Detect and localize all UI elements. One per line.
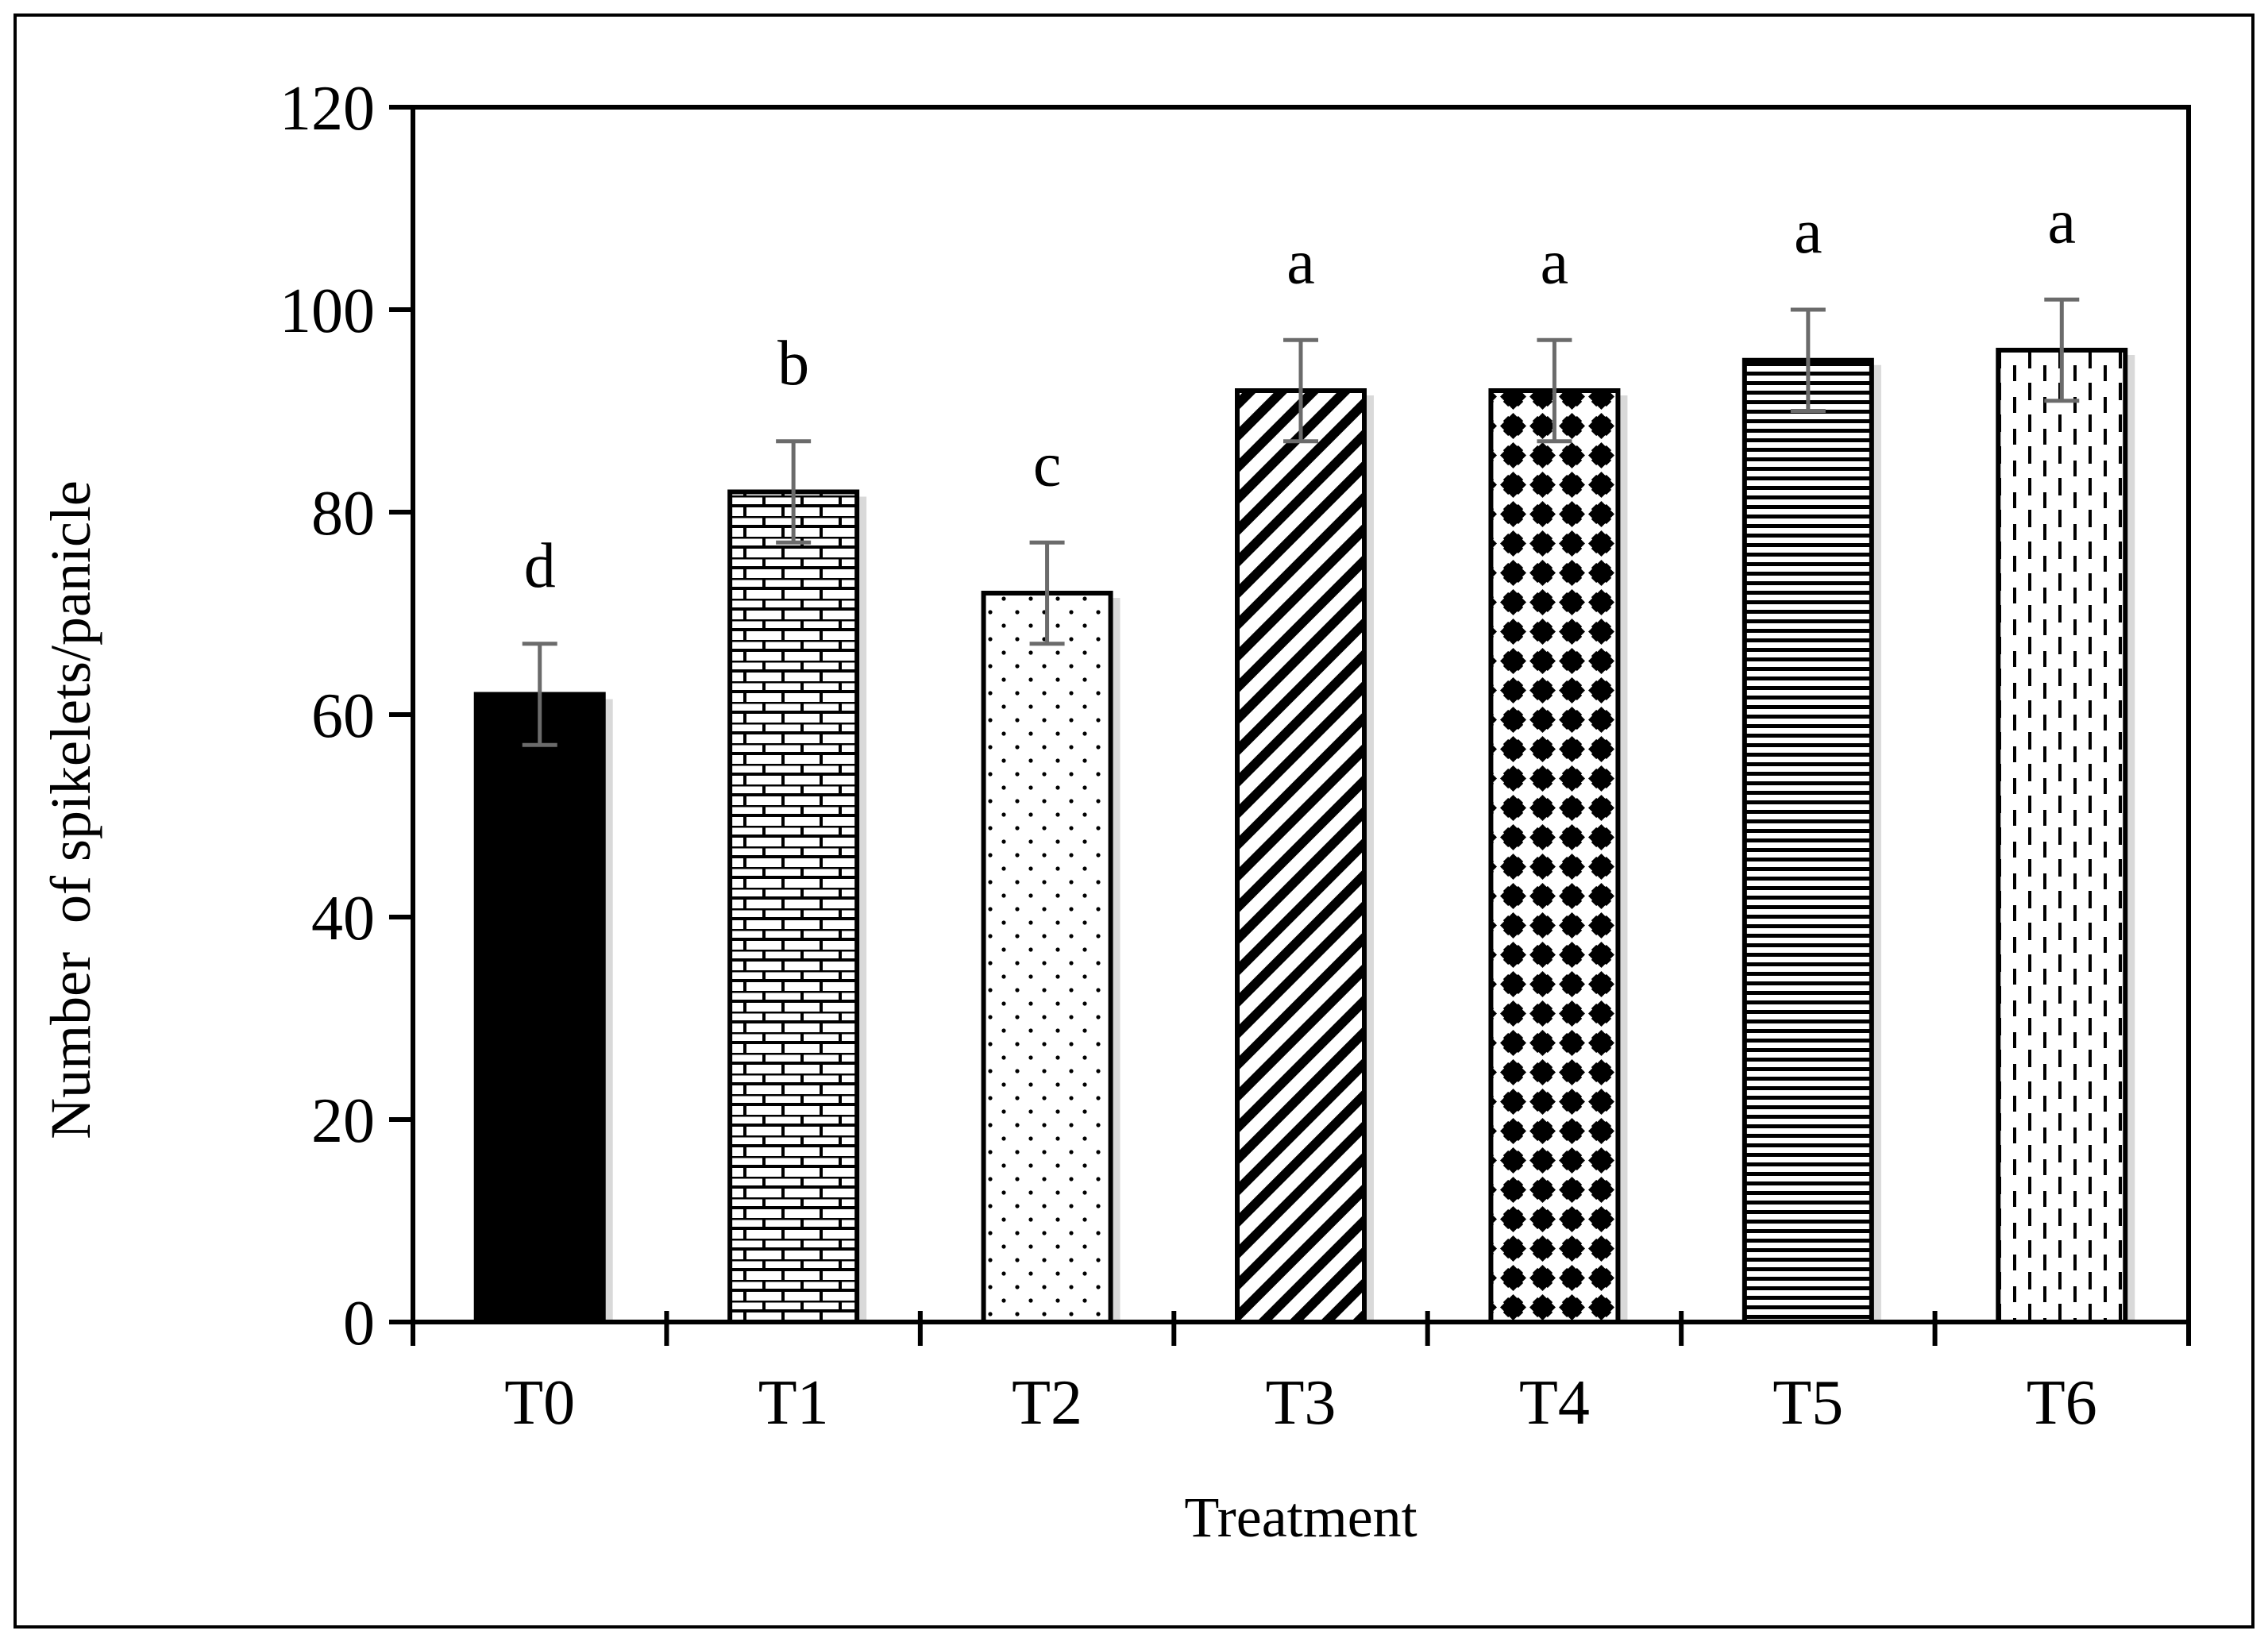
y-tick-label-20: 20 — [311, 1086, 375, 1156]
x-tick-label-t5: T5 — [1772, 1368, 1843, 1438]
significance-letter-t1: b — [777, 329, 809, 399]
x-axis-title: Treatment — [1184, 1486, 1417, 1549]
error-bar-t4 — [1537, 337, 1572, 444]
bar-t3 — [1235, 388, 1367, 1324]
significance-letter-t6: a — [2048, 187, 2077, 256]
bar-t1 — [727, 489, 860, 1324]
error-bar-t1 — [776, 439, 812, 545]
x-tick-label-t2: T2 — [1012, 1368, 1082, 1438]
x-tick-label-t1: T1 — [758, 1368, 829, 1438]
bar-t6 — [1996, 348, 2128, 1324]
error-bars-layer — [522, 297, 2080, 747]
significance-letter-t2: c — [1033, 430, 1062, 499]
bar-t2 — [981, 591, 1113, 1324]
significance-letter-t3: a — [1286, 227, 1315, 297]
labels-layer: d T0 b T1 c T2 a T3 a T4 a T5 a T6 0 20 40 60 80 100 120 — [280, 74, 2097, 1438]
error-bar-t3 — [1283, 337, 1318, 444]
axis-ticks-layer — [389, 105, 2191, 1346]
error-bar-t0 — [522, 642, 557, 747]
significance-letter-t4: a — [1541, 227, 1569, 297]
bar-t4 — [1488, 388, 1621, 1324]
error-bar-t2 — [1029, 540, 1065, 646]
x-tick-label-t0: T0 — [504, 1368, 575, 1438]
y-tick-label-40: 40 — [311, 884, 375, 954]
y-tick-label-0: 0 — [343, 1289, 375, 1359]
x-tick-label-t4: T4 — [1519, 1368, 1590, 1438]
significance-letter-t5: a — [1794, 197, 1822, 267]
x-tick-label-t3: T3 — [1266, 1368, 1336, 1438]
y-tick-label-100: 100 — [280, 276, 375, 346]
bar-t0 — [473, 692, 606, 1324]
x-tick-label-t6: T6 — [2027, 1368, 2097, 1438]
y-tick-label-60: 60 — [311, 681, 375, 751]
y-tick-label-120: 120 — [280, 74, 375, 144]
outer-frame — [14, 13, 2254, 1629]
bar-t5 — [1742, 357, 1874, 1324]
error-bar-t5 — [1790, 307, 1826, 413]
significance-letter-t0: d — [524, 531, 556, 601]
error-bar-t6 — [2044, 297, 2080, 403]
y-tick-label-80: 80 — [311, 479, 375, 549]
y-axis-title: Number of spikelets/panicle — [39, 480, 102, 1139]
